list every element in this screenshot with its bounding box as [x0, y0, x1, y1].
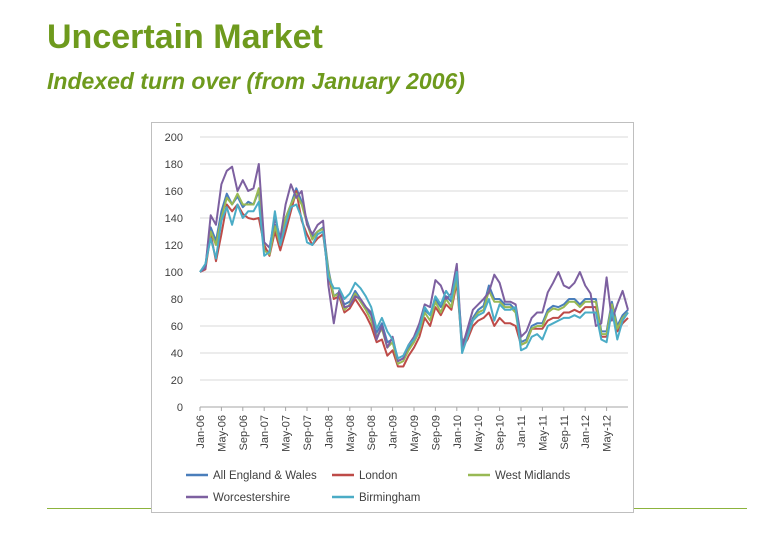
slide-title: Uncertain Market — [47, 18, 323, 56]
x-tick-label: Sep-08 — [366, 415, 378, 450]
x-tick-label: May-06 — [216, 415, 228, 452]
x-tick-label: May-09 — [409, 415, 421, 452]
legend-label: West Midlands — [495, 470, 570, 482]
x-tick-label: Jan-06 — [195, 415, 207, 449]
y-tick-label: 140 — [165, 213, 183, 225]
slide-subtitle: Indexed turn over (from January 2006) — [47, 68, 465, 94]
x-tick-label: Sep-06 — [238, 415, 250, 450]
legend-label: London — [359, 470, 397, 482]
y-tick-label: 40 — [171, 348, 183, 360]
chart-frame: 0 20 40 60 80 100 120 140 160 180 200 Jan-06 May-06… — [151, 122, 634, 513]
x-tick-label: May-11 — [537, 415, 549, 451]
x-tick-label: Sep-11 — [559, 415, 571, 450]
x-tick-label: May-10 — [473, 415, 485, 452]
x-tick-label: Jan-08 — [323, 415, 335, 449]
footer-rule-left — [47, 508, 151, 509]
y-tick-label: 180 — [165, 159, 183, 171]
x-axis: Jan-06 May-06 Sep-06 Jan-07 May-07 Sep-07 Jan-… — [195, 406, 628, 452]
footer-rule-right — [634, 508, 747, 509]
y-axis: 0 20 40 60 80 100 120 140 160 180 200 — [165, 132, 183, 414]
legend-label: All England & Wales — [213, 470, 317, 482]
y-tick-label: 20 — [171, 375, 183, 387]
x-tick-label: May-08 — [345, 415, 357, 452]
x-tick-label: Jan-07 — [259, 415, 271, 449]
y-tick-label: 200 — [165, 132, 183, 144]
legend-label: Birmingham — [359, 492, 420, 504]
line-chart: 0 20 40 60 80 100 120 140 160 180 200 Jan-06 May-06… — [165, 132, 629, 504]
x-tick-label: Jan-09 — [388, 415, 400, 449]
y-tick-label: 100 — [165, 267, 183, 279]
x-tick-label: May-12 — [602, 415, 614, 452]
legend: All England & Wales London West Midlands Wo… — [186, 470, 570, 504]
x-tick-label: May-07 — [281, 415, 293, 452]
x-tick-label: Jan-11 — [516, 415, 528, 448]
x-tick-label: Sep-09 — [430, 415, 442, 450]
series-line — [199, 163, 629, 363]
x-tick-label: Sep-10 — [495, 415, 507, 450]
series-lines — [199, 163, 629, 368]
legend-label: Worcestershire — [213, 492, 290, 504]
y-tick-label: 80 — [171, 294, 183, 306]
x-tick-label: Sep-07 — [302, 415, 314, 450]
y-tick-label: 0 — [177, 402, 183, 414]
series-line — [199, 200, 629, 360]
y-tick-label: 160 — [165, 186, 183, 198]
x-tick-label: Jan-10 — [452, 415, 464, 449]
x-tick-label: Jan-12 — [580, 415, 592, 449]
y-tick-label: 60 — [171, 321, 183, 333]
y-tick-label: 120 — [165, 240, 183, 252]
